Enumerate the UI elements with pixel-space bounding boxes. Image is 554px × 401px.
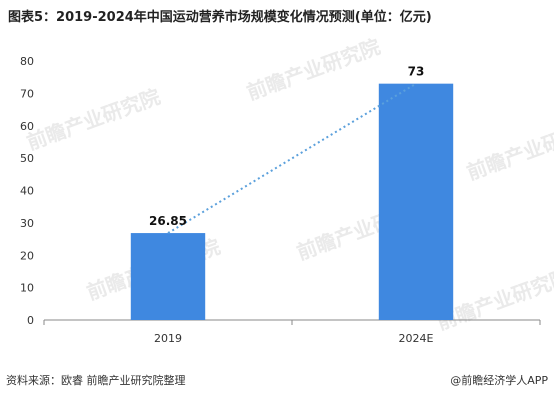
y-tick-label: 50 [20,152,34,165]
watermark-layer: 前瞻产业研究院前瞻产业研究院前瞻产业研究院前瞻产业研究院前瞻产业研究院前瞻产业研… [24,34,554,334]
watermark-text: 前瞻产业研究院 [244,34,384,104]
trend-line [167,82,417,234]
bars-group [130,83,454,320]
data-label: 73 [408,65,425,79]
source-note: 资料来源：欧睿 前瞻产业研究院整理 [6,374,186,387]
bar [130,233,206,320]
x-tick-label: 2024E [399,332,434,345]
watermark-text: 前瞻产业研究院 [24,84,164,154]
bar [378,83,454,320]
y-tick-label: 40 [20,185,34,198]
bar-chart: 前瞻产业研究院前瞻产业研究院前瞻产业研究院前瞻产业研究院前瞻产业研究院前瞻产业研… [20,34,554,345]
data-labels-group: 26.85 73 [149,65,424,228]
x-axis: 2019 2024E [43,319,541,345]
y-tick-label: 60 [20,120,34,133]
y-tick-label: 30 [20,217,34,230]
y-tick-label: 70 [20,87,34,100]
x-tick-label: 2019 [154,332,182,345]
trendline-group [167,82,417,234]
brand-credit: @前瞻经济学人APP [450,374,548,387]
data-label: 26.85 [149,214,187,228]
chart-title: 图表5：2019-2024年中国运动营养市场规模变化情况预测(单位：亿元) [8,10,432,25]
y-axis: 0 10 20 30 40 50 60 70 80 [20,55,34,327]
y-tick-label: 10 [20,282,34,295]
y-tick-label: 0 [27,314,34,327]
y-tick-label: 20 [20,249,34,262]
y-tick-label: 80 [20,55,34,68]
watermark-text: 前瞻产业研究院 [464,114,554,184]
